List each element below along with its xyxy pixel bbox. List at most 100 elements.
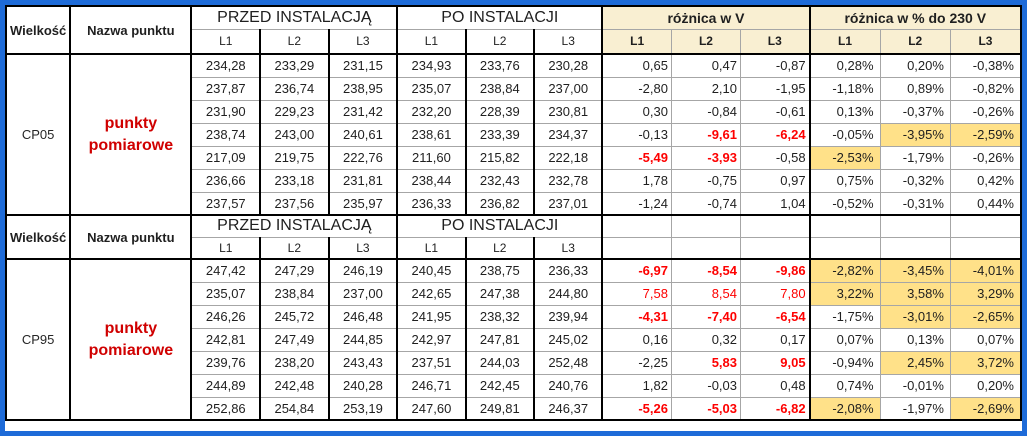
cp95-r3-przed-l1: 246,26 (190, 304, 261, 329)
cp05-r5-dp-l3: -0,26% (949, 145, 1022, 170)
header-phase-row: L1 L2 L3 L1 L2 L3 L1 L2 L3 L1 L2 L3 (6, 28, 1022, 55)
cp95-r7-po-l2: 249,81 (464, 396, 535, 421)
cp95-r2-po-l1: 242,65 (396, 281, 467, 306)
cp95-r6-dp-l2: -0,01% (879, 373, 951, 398)
cp05-r1-dp-l3: -0,38% (949, 53, 1022, 78)
cp05-r7-dv-l2: -0,74 (670, 191, 742, 216)
header-dv-l1: L1 (601, 28, 672, 55)
cp05-r4-przed-l1: 238,74 (190, 122, 261, 147)
mid-empty-dp-l3 (949, 214, 1022, 238)
cp95-r1-po-l3: 236,33 (532, 258, 603, 283)
cp05-r1-po-l1: 234,93 (396, 53, 467, 78)
cp05-r7-po-l2: 236,82 (464, 191, 535, 216)
cp05-r7-dp-l3: 0,44% (949, 191, 1022, 216)
mid-header-po-l1: L1 (396, 236, 467, 260)
cp95-row-4: 242,81 247,49 244,85 242,97 247,81 245,02 0,16… (6, 327, 1022, 352)
cp05-nazwa-punktu: punkty pomiarowe (69, 53, 193, 216)
header-dv-l3: L3 (739, 28, 811, 55)
cp95-r7-po-l1: 247,60 (396, 396, 467, 421)
cp05-r2-dp-l1: -1,18% (808, 76, 881, 101)
header-dp-l2: L2 (879, 28, 951, 55)
cp95-r5-dp-l1: -0,94% (808, 350, 881, 375)
cp95-r1-dp-l1: -2,82% (808, 258, 881, 283)
cp05-r4-przed-l2: 243,00 (259, 122, 330, 147)
cp05-r4-dv-l2: -9,61 (670, 122, 742, 147)
cp95-r4-dv-l2: 0,32 (670, 327, 742, 352)
cp95-r1-dv-l1: -6,97 (601, 258, 672, 283)
cp95-r7-dv-l1: -5,26 (601, 396, 672, 421)
cp95-r5-po-l2: 244,03 (464, 350, 535, 375)
cp05-r6-dv-l2: -0,75 (670, 168, 742, 193)
cp95-r5-dv-l3: 9,05 (739, 350, 811, 375)
cp95-r2-dp-l1: 3,22% (808, 281, 881, 306)
header-dp-l3: L3 (949, 28, 1022, 55)
mid-header-nazwa-punktu: Nazwa punktu (69, 214, 192, 260)
cp05-r2-po-l1: 235,07 (396, 76, 467, 101)
cp95-r6-przed-l1: 244,89 (190, 373, 261, 398)
cp95-r4-dv-l3: 0,17 (739, 327, 811, 352)
section-cp05: CP05 punkty pomiarowe 234,28 233,29 231,15 23… (5, 53, 1022, 216)
cp05-r7-przed-l2: 237,56 (259, 191, 330, 216)
cp05-r6-przed-l1: 236,66 (190, 168, 261, 193)
cp05-r3-dp-l3: -0,26% (949, 99, 1022, 124)
top-header: Wielkość Nazwa punktu PRZED INSTALACJĄ P… (5, 5, 1022, 55)
cp95-r6-po-l3: 240,76 (532, 373, 603, 398)
cp05-r7-dv-l3: 1,04 (739, 191, 811, 216)
cp95-r5-dv-l2: 5,83 (670, 350, 742, 375)
cp05-r3-dv-l2: -0,84 (670, 99, 742, 124)
cp95-r3-przed-l3: 246,48 (327, 304, 398, 329)
cp95-r2-dv-l3: 7,80 (739, 281, 811, 306)
cp05-r3-po-l2: 228,39 (464, 99, 535, 124)
cp95-r6-po-l2: 242,45 (464, 373, 535, 398)
cp05-r2-dv-l3: -1,95 (739, 76, 811, 101)
cp95-r3-po-l1: 241,95 (396, 304, 467, 329)
cp95-row-7: 252,86 254,84 253,19 247,60 249,81 246,37 -5,2… (6, 396, 1022, 421)
cp05-r5-po-l1: 211,60 (396, 145, 467, 170)
cp95-r3-dv-l1: -4,31 (601, 304, 672, 329)
cp95-r5-dv-l1: -2,25 (601, 350, 672, 375)
cp95-row-5: 239,76 238,20 243,43 237,51 244,03 252,48 -2,2… (6, 350, 1022, 375)
cp05-r5-dv-l2: -3,93 (670, 145, 742, 170)
cp05-r3-po-l3: 230,81 (532, 99, 603, 124)
cp95-r1-przed-l2: 247,29 (259, 258, 330, 283)
mid-empty2-dv-l1 (601, 236, 672, 260)
mid-empty2-dv-l2 (670, 236, 742, 260)
cp95-r5-przed-l2: 238,20 (259, 350, 330, 375)
cp95-r5-dp-l2: 2,45% (879, 350, 951, 375)
cp95-r6-dv-l1: 1,82 (601, 373, 672, 398)
cp05-r2-dv-l2: 2,10 (670, 76, 742, 101)
cp95-r4-po-l3: 245,02 (532, 327, 603, 352)
cp95-r4-po-l1: 242,97 (396, 327, 467, 352)
cp95-label: CP95 (5, 258, 72, 421)
cp95-r7-dp-l2: -1,97% (879, 396, 951, 421)
cp05-r3-dp-l1: 0,13% (808, 99, 881, 124)
mid-header-wielkosc: Wielkość (5, 214, 71, 260)
mid-header-przed-l2: L2 (259, 236, 330, 260)
header-wielkosc: Wielkość (5, 5, 71, 55)
cp95-r3-dp-l3: -2,65% (949, 304, 1022, 329)
cp05-r3-dp-l2: -0,37% (879, 99, 951, 124)
cp05-r6-przed-l2: 233,18 (259, 168, 330, 193)
cp95-r2-przed-l2: 238,84 (259, 281, 330, 306)
cp95-r4-przed-l2: 247,49 (259, 327, 330, 352)
cp05-r6-dv-l3: 0,97 (739, 168, 811, 193)
cp95-r3-po-l3: 239,94 (532, 304, 603, 329)
cp05-r1-dv-l2: 0,47 (670, 53, 742, 78)
header-nazwa-punktu: Nazwa punktu (69, 5, 192, 55)
cp95-r4-przed-l1: 242,81 (190, 327, 261, 352)
cp05-r3-dv-l1: 0,30 (601, 99, 672, 124)
cp05-r1-dp-l2: 0,20% (879, 53, 951, 78)
cp05-r1-przed-l2: 233,29 (259, 53, 330, 78)
cp05-r2-dp-l2: 0,89% (879, 76, 951, 101)
cp05-r6-po-l1: 238,44 (396, 168, 467, 193)
cp05-r2-przed-l1: 237,87 (190, 76, 261, 101)
cp95-r2-dp-l3: 3,29% (949, 281, 1022, 306)
cp05-r7-dp-l1: -0,52% (808, 191, 881, 216)
sheet: Wielkość Nazwa punktu PRZED INSTALACJĄ P… (5, 5, 1022, 431)
mid-header: Wielkość Nazwa punktu PRZED INSTALACJĄ P… (5, 214, 1022, 260)
cp05-row-7: 237,57 237,56 235,97 236,33 236,82 237,01 -1,2… (6, 191, 1022, 216)
cp95-r2-przed-l3: 237,00 (327, 281, 398, 306)
cp95-r2-po-l2: 247,38 (464, 281, 535, 306)
cp05-r4-dv-l3: -6,24 (739, 122, 811, 147)
cp95-r7-przed-l1: 252,86 (190, 396, 261, 421)
